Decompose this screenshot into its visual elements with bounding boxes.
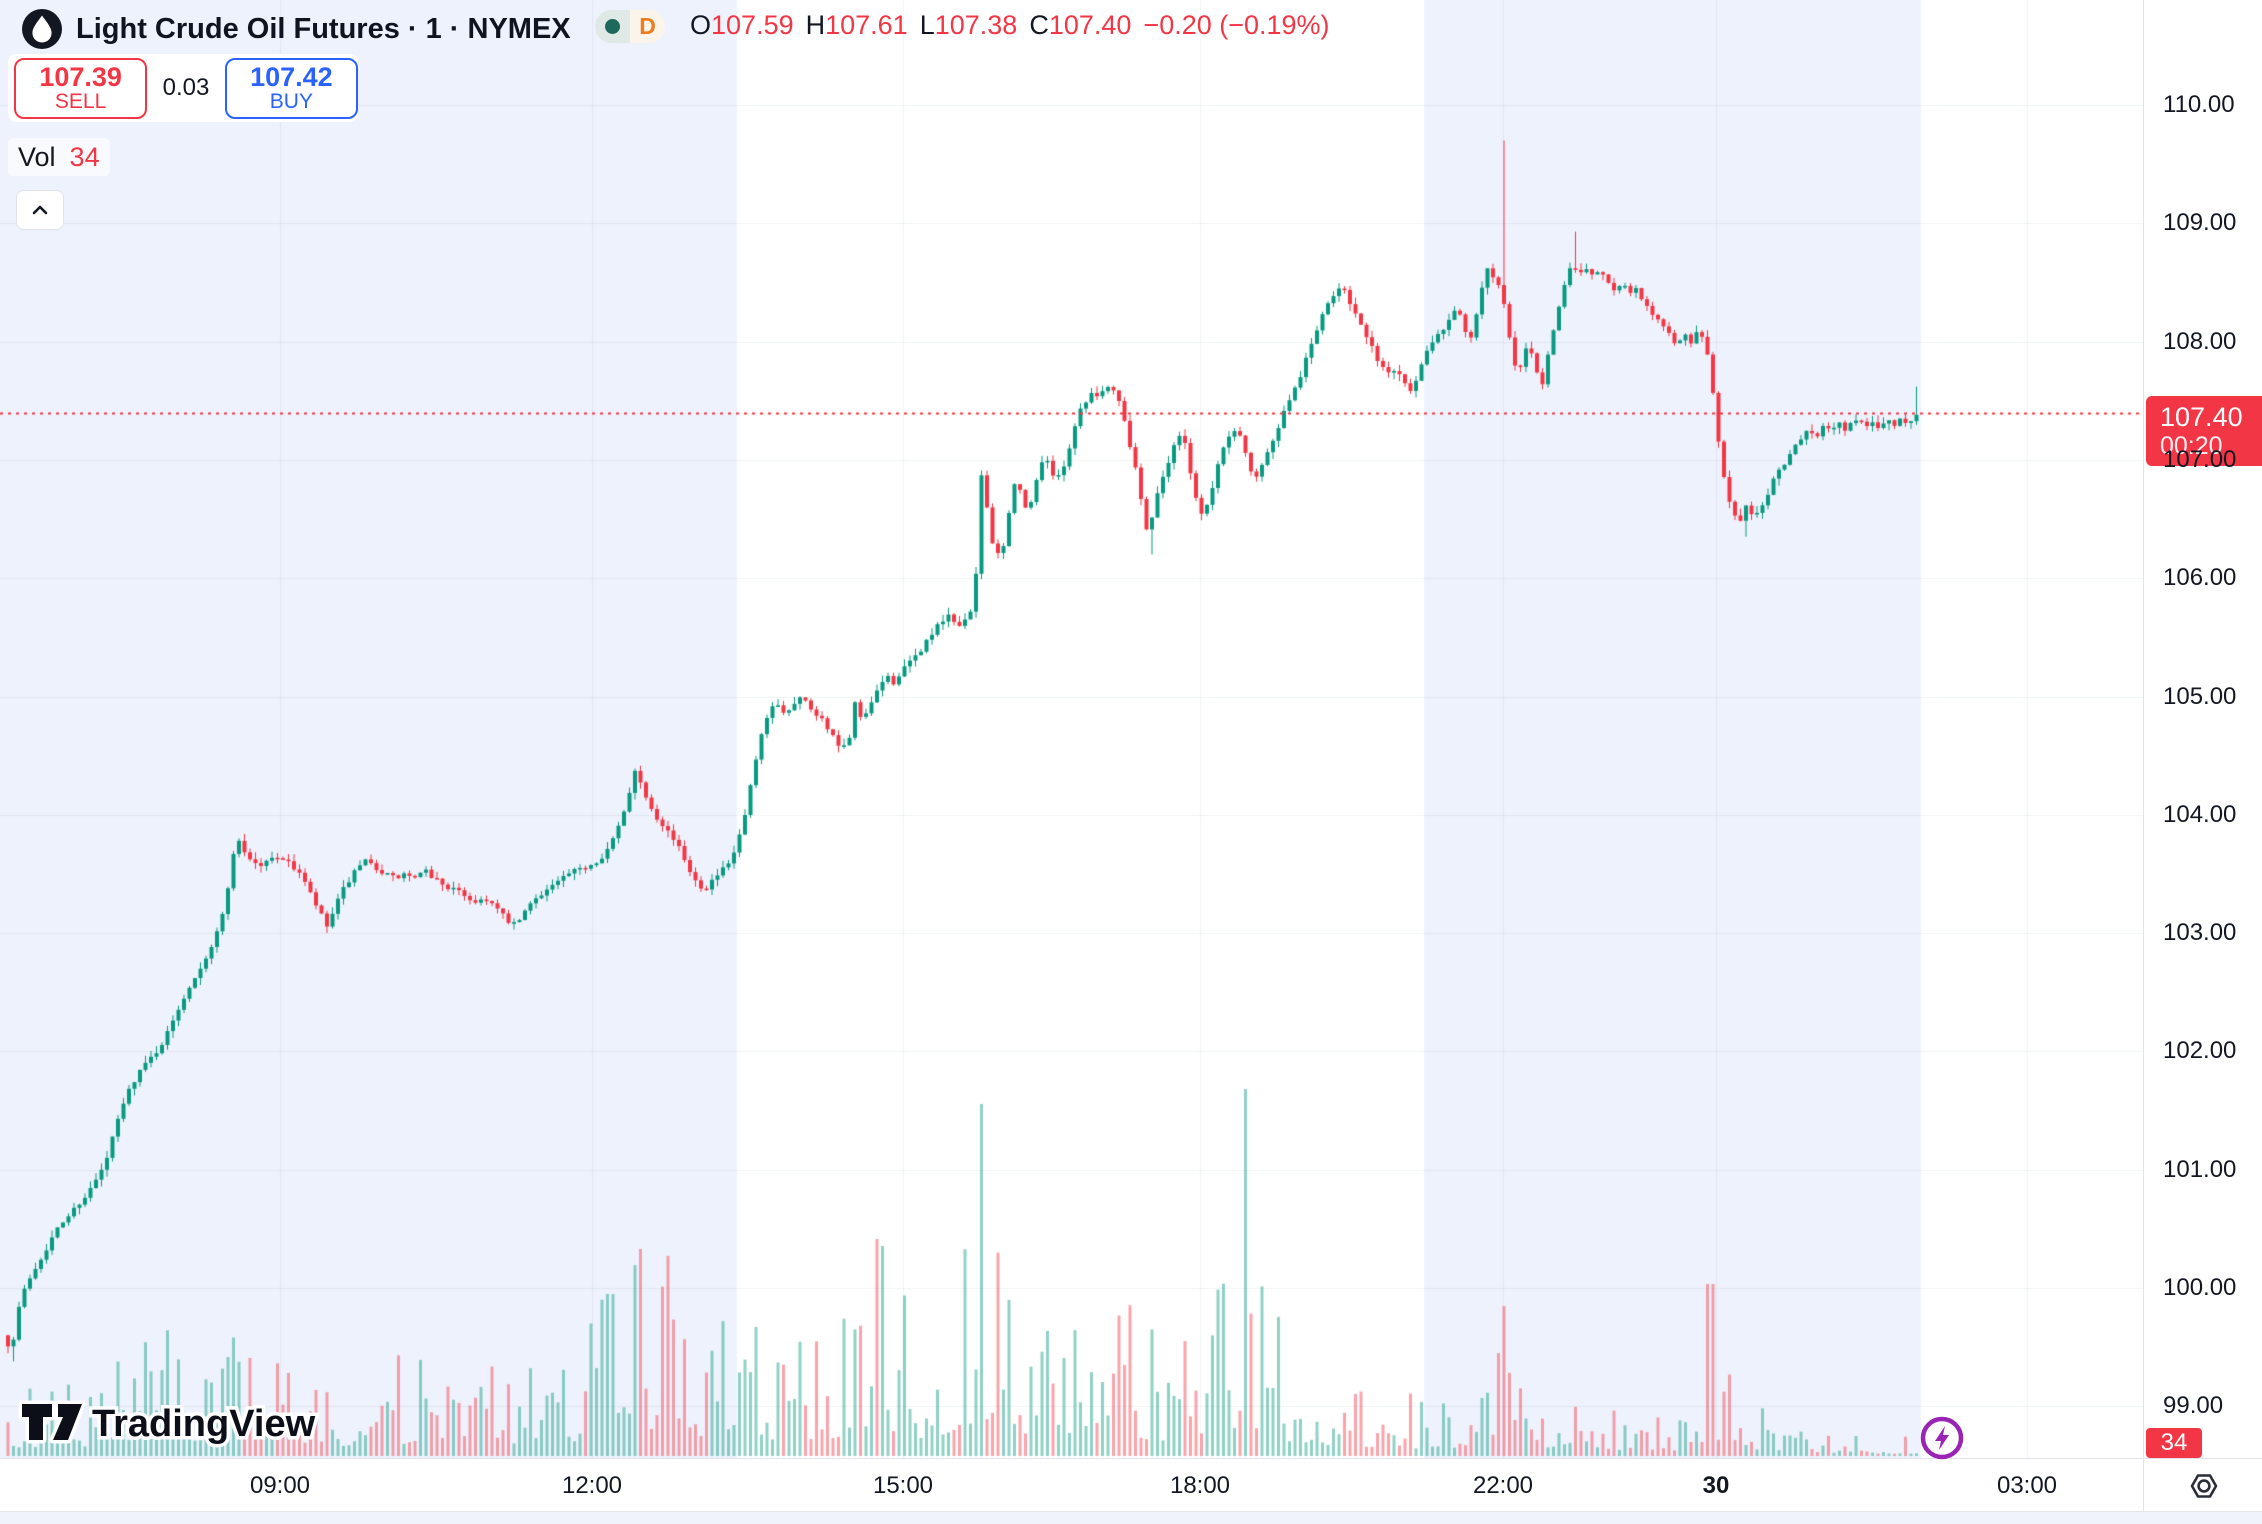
time-axis-label: 18:00 <box>1169 1471 1231 1499</box>
tradingview-watermark-logo[interactable]: TradingView <box>18 1394 378 1450</box>
time-axis[interactable]: 09:00 12:00 15:00 18:00 22:00 30 03:00 <box>0 1458 2143 1512</box>
change-value: −0.20 (−0.19%) <box>1143 9 1330 40</box>
price-axis-label: 107.00 <box>2163 445 2237 473</box>
last-volume-badge: 34 <box>2146 1428 2202 1458</box>
ohlc-values-row: O107.59 H107.61 L107.38 C107.40 −0.20 (−… <box>690 8 1342 42</box>
axis-corner <box>2143 1458 2262 1512</box>
price-chart-canvas[interactable] <box>0 0 2143 1458</box>
price-axis-label: 103.00 <box>2163 919 2237 947</box>
time-axis-label: 03:00 <box>1996 1471 2058 1499</box>
price-axis-label: 104.00 <box>2163 800 2237 828</box>
price-axis-label: 102.00 <box>2163 1037 2237 1065</box>
price-axis[interactable]: 107.40 00:20 34 110.00 109.00 108.00 107.00… <box>2143 0 2262 1458</box>
close-value: 107.40 <box>1048 9 1132 40</box>
tradingview-wordmark: TradingView <box>92 1403 316 1445</box>
buy-price: 107.42 <box>250 61 333 92</box>
volume-indicator-row[interactable]: Vol 34 <box>8 138 110 176</box>
last-price-value: 107.40 <box>2160 401 2243 432</box>
sell-button[interactable]: 107.39 SELL <box>14 57 148 119</box>
bottom-toolbar-edge <box>0 1511 2262 1524</box>
price-axis-label: 108.00 <box>2163 327 2237 355</box>
chevron-up-icon <box>32 205 48 215</box>
lightning-button[interactable] <box>1918 1414 1966 1462</box>
low-label: L <box>919 9 935 40</box>
price-axis-label: 105.00 <box>2163 682 2237 710</box>
data-mode-segment: D <box>630 10 665 43</box>
bar-countdown: 00:20 <box>2160 431 2223 460</box>
time-axis-label: 12:00 <box>561 1471 623 1499</box>
price-axis-label: 100.00 <box>2163 1274 2237 1301</box>
spread-value: 0.03 <box>162 74 210 101</box>
buy-button[interactable]: 107.42 BUY <box>224 57 358 119</box>
high-label: H <box>805 9 826 40</box>
market-open-dot-icon <box>605 19 620 34</box>
price-axis-label: 110.00 <box>2163 91 2235 118</box>
volume-value: 34 <box>69 141 100 172</box>
legend-collapse-button[interactable] <box>16 190 64 230</box>
symbol-title[interactable]: Light Crude Oil Futures · 1 · NYMEX <box>76 12 571 45</box>
trade-panel: 107.39 SELL 0.03 107.42 BUY <box>8 54 358 122</box>
volume-label: Vol <box>18 141 56 172</box>
high-value: 107.61 <box>825 9 908 40</box>
lightning-bolt-icon <box>1935 1426 1949 1450</box>
time-axis-label: 22:00 <box>1472 1471 1534 1499</box>
buy-label: BUY <box>269 90 313 114</box>
symbol-row[interactable]: Light Crude Oil Futures · 1 · NYMEX <box>22 8 571 50</box>
price-axis-label: 109.00 <box>2163 209 2237 237</box>
time-axis-label: 30 <box>1702 1471 1730 1499</box>
time-axis-label: 15:00 <box>872 1471 934 1499</box>
open-label: O <box>690 9 712 40</box>
sell-price: 107.39 <box>39 61 122 92</box>
market-open-segment <box>595 10 630 43</box>
time-axis-label: 09:00 <box>249 1471 311 1499</box>
open-value: 107.59 <box>711 9 794 40</box>
close-label: C <box>1029 9 1049 40</box>
price-axis-label: 99.00 <box>2163 1392 2224 1420</box>
low-value: 107.38 <box>934 9 1018 40</box>
price-axis-label: 101.00 <box>2163 1155 2237 1183</box>
price-axis-label: 106.00 <box>2163 564 2237 592</box>
sell-label: SELL <box>54 90 107 114</box>
last-price-badge[interactable]: 107.40 00:20 <box>2146 395 2262 466</box>
oil-drop-logo-icon <box>22 9 62 49</box>
axis-settings-icon[interactable] <box>2184 1466 2224 1506</box>
market-status-chip[interactable]: D <box>595 10 665 43</box>
